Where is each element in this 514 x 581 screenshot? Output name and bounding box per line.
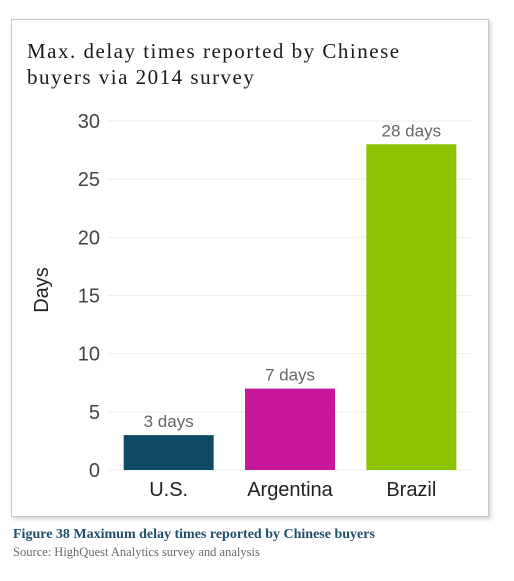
chart-title: Max. delay times reported by Chinese buy… [27, 39, 401, 89]
bars [123, 144, 457, 470]
y-tick-label: 25 [78, 169, 100, 191]
y-tick-label: 30 [78, 111, 100, 133]
y-tick-label: 5 [89, 402, 100, 424]
y-tick-label: 15 [78, 286, 100, 308]
data-label: 28 days [382, 121, 442, 140]
y-tick-label: 0 [89, 460, 100, 482]
x-tick-label: Argentina [247, 479, 333, 501]
y-tick-label: 10 [78, 344, 100, 366]
y-tick-label: 20 [78, 227, 100, 249]
y-tick-labels: 0 5 10 15 20 25 30 [78, 111, 100, 482]
figure-source: Source: HighQuest Analytics survey and a… [13, 545, 260, 559]
y-axis-label: Days [31, 267, 53, 313]
bar [123, 435, 214, 470]
bar [245, 388, 335, 470]
x-tick-labels: U.S. Argentina Brazil [149, 479, 436, 501]
figure-caption: Figure 38 Maximum delay times reported b… [13, 527, 375, 542]
bar [366, 144, 457, 470]
bar-chart: 0 5 10 15 20 25 30 3 days 7 days 28 days U.S. Arg… [31, 111, 472, 501]
data-labels: 3 days 7 days 28 days [144, 121, 441, 431]
x-tick-label: U.S. [149, 479, 188, 501]
data-label: 7 days [265, 366, 315, 385]
x-tick-label: Brazil [386, 479, 436, 501]
data-label: 3 days [144, 412, 194, 431]
